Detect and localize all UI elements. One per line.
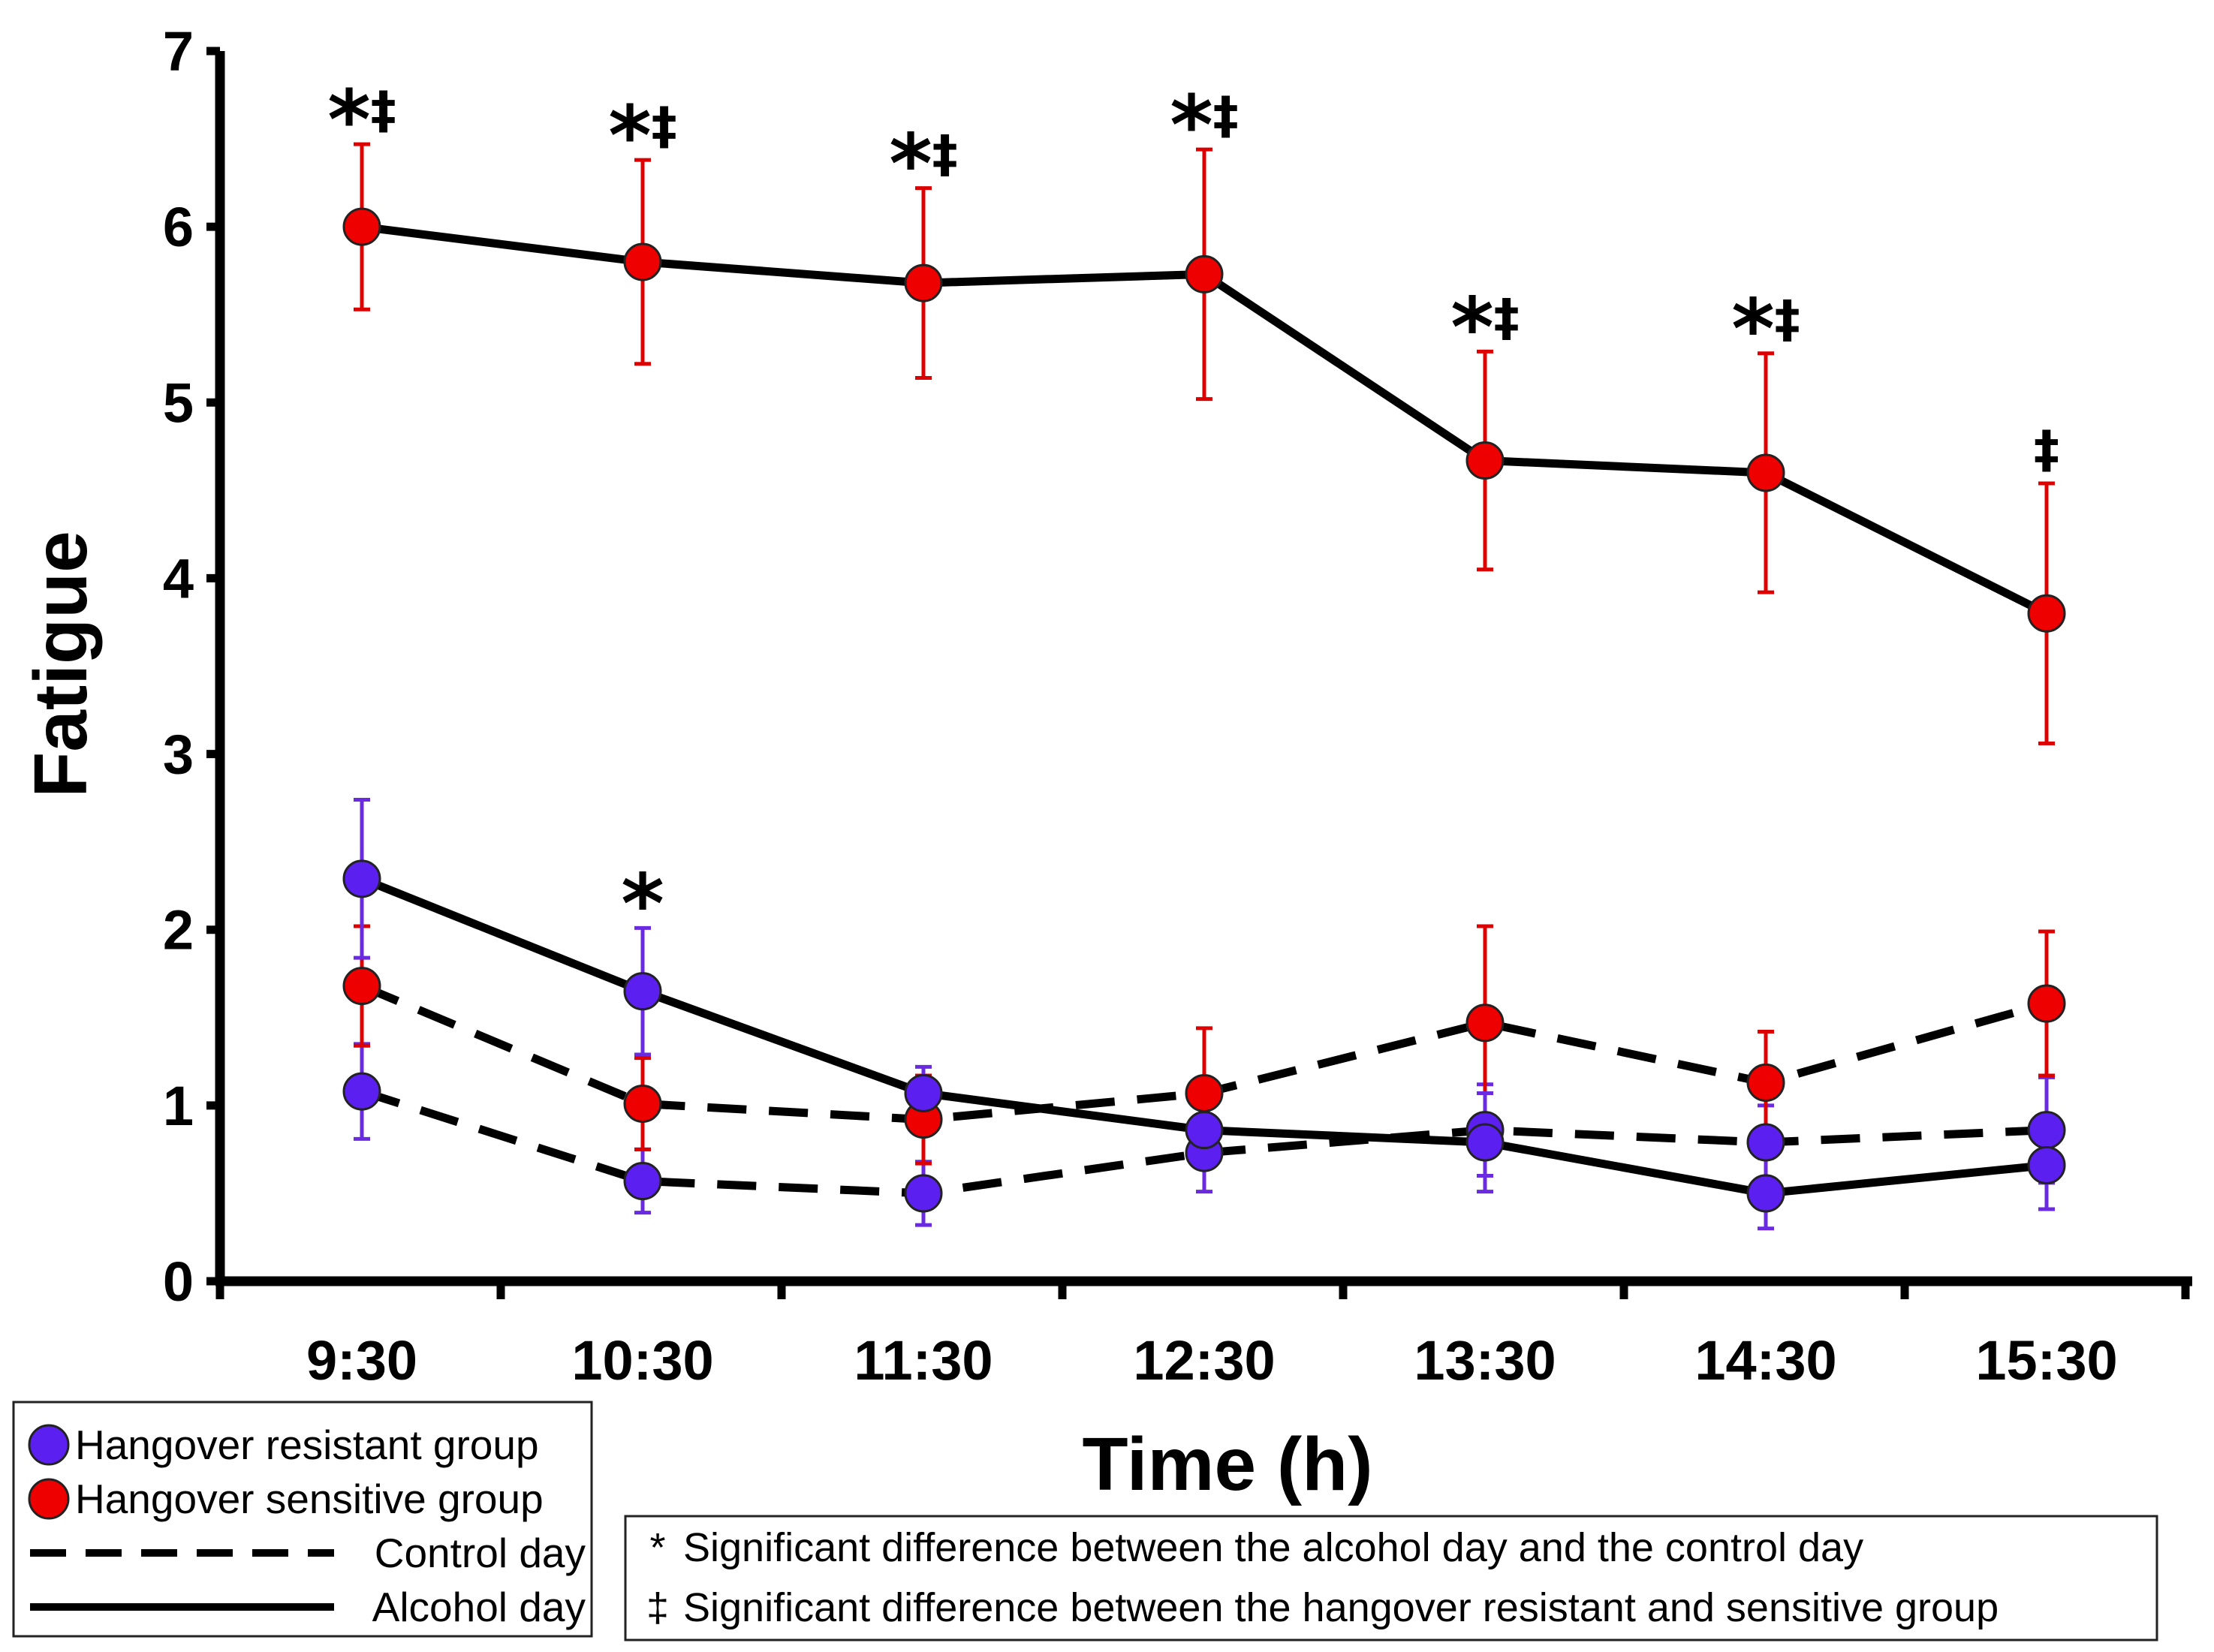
data-points [342,207,2066,1213]
axes: 0 1 2 3 4 5 6 7 9:30 10:30 11:30 12:30 13:30 14:30 15:… [163,20,2192,1392]
note-symbol: * [649,1525,665,1570]
x-tick-label: 9:30 [306,1329,417,1392]
data-point-resistant-control [2027,1111,2066,1150]
x-tick-label: 11:30 [854,1329,993,1392]
data-point-sensitive-control [1746,1063,1785,1102]
legend: Hangover resistant group Hangover sensiti… [12,1401,593,1638]
data-point-sensitive-alcohol [1746,453,1785,492]
y-tick-label: 4 [163,547,194,609]
data-point-resistant-alcohol [623,972,662,1011]
data-point-sensitive-control [623,1085,662,1124]
significance-annotations: *‡ *‡ *‡ *‡ *‡ *‡ ‡ * [327,72,2059,952]
y-tick-label: 0 [163,1250,194,1313]
significance-mark: *‡ [1731,281,1800,378]
legend-label: Control day [375,1530,586,1576]
data-point-sensitive-alcohol [1465,441,1505,480]
data-point-resistant-control [1746,1123,1785,1162]
legend-box [12,1401,593,1638]
significance-mark: ‡ [2034,420,2059,480]
significance-mark: *‡ [889,116,958,212]
y-axis-title: Fatigue [19,531,103,798]
data-point-resistant-alcohol [2027,1145,2066,1184]
y-tick-label: 6 [163,196,194,258]
y-tick-label: 2 [163,899,194,961]
significance-notes: * Significant difference between the alco… [624,1515,2158,1641]
note-symbol: ‡ [646,1585,669,1630]
legend-label: Alcohol day [372,1584,586,1630]
legend-marker [28,1478,70,1520]
data-point-sensitive-alcohol [623,242,662,281]
note-text: Significant difference between the alcoh… [683,1525,1863,1570]
y-tick-label: 1 [163,1075,194,1137]
x-tick-label: 14:30 [1694,1329,1836,1392]
data-point-resistant-alcohol [904,1073,943,1112]
data-point-resistant-alcohol [342,859,381,898]
note-text: Significant difference between the hango… [683,1585,1999,1630]
data-point-sensitive-alcohol [904,263,943,302]
data-point-resistant-alcohol [1465,1123,1505,1162]
data-point-sensitive-alcohol [342,207,381,246]
data-point-resistant-control [904,1174,943,1213]
data-point-sensitive-control [342,967,381,1006]
significance-mark: *‡ [327,72,396,168]
data-point-resistant-control [623,1162,662,1201]
x-tick-label: 13:30 [1414,1329,1556,1392]
x-tick-label: 12:30 [1133,1329,1275,1392]
notes-box [624,1515,2158,1641]
data-point-resistant-alcohol [1746,1174,1785,1213]
legend-marker [28,1424,70,1466]
x-tick-label: 10:30 [571,1329,713,1392]
significance-mark: *‡ [1170,77,1239,173]
significance-mark: * [621,856,664,952]
y-tick-label: 7 [163,20,194,83]
legend-label: Hangover resistant group [75,1422,539,1468]
x-axis-title: Time (h) [1082,1422,1372,1506]
significance-mark: *‡ [1450,279,1520,375]
y-tick-label: 3 [163,724,194,786]
data-point-sensitive-alcohol [1185,254,1224,293]
data-point-sensitive-control [2027,984,2066,1023]
data-point-sensitive-alcohol [2027,594,2066,633]
data-point-resistant-control [342,1072,381,1111]
significance-mark: *‡ [608,88,677,184]
x-tick-label: 15:30 [1975,1329,2117,1392]
data-point-sensitive-control [1185,1073,1224,1112]
legend-label: Hangover sensitive group [75,1476,544,1522]
data-point-resistant-alcohol [1185,1111,1224,1150]
data-point-sensitive-control [1465,1004,1505,1043]
y-tick-label: 5 [163,372,194,434]
